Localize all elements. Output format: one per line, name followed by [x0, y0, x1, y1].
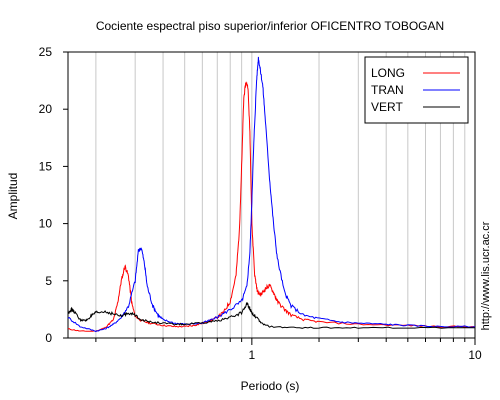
y-tick-label: 15	[39, 159, 53, 173]
source-url: http://www.lis.ucr.ac.cr	[480, 221, 492, 330]
x-tick-label: 10	[468, 348, 482, 362]
series-line-vert	[67, 301, 476, 329]
y-tick-label: 0	[45, 331, 52, 345]
legend: LONG TRAN VERT	[364, 56, 469, 124]
y-tick-label: 5	[45, 274, 52, 288]
x-tick-label: 1	[249, 348, 256, 362]
y-axis-ticks: 0 5 10 15 20 25	[39, 45, 68, 345]
y-tick-label: 20	[39, 102, 53, 116]
y-tick-label: 10	[39, 217, 53, 231]
legend-label-tran: TRAN	[371, 83, 404, 97]
y-tick-label: 25	[39, 45, 53, 59]
series-line-long	[67, 81, 475, 333]
series-lines	[67, 56, 476, 333]
series-line-tran	[67, 56, 476, 333]
legend-label-long: LONG	[371, 66, 405, 80]
plot-frame	[67, 51, 476, 339]
y-axis-label: Amplitud	[6, 173, 20, 220]
legend-label-vert: VERT	[371, 100, 403, 114]
chart-title: Cociente espectral piso superior/inferio…	[96, 19, 444, 33]
x-axis-ticks: 1 10	[95, 338, 482, 362]
x-axis-label: Periodo (s)	[241, 379, 300, 393]
